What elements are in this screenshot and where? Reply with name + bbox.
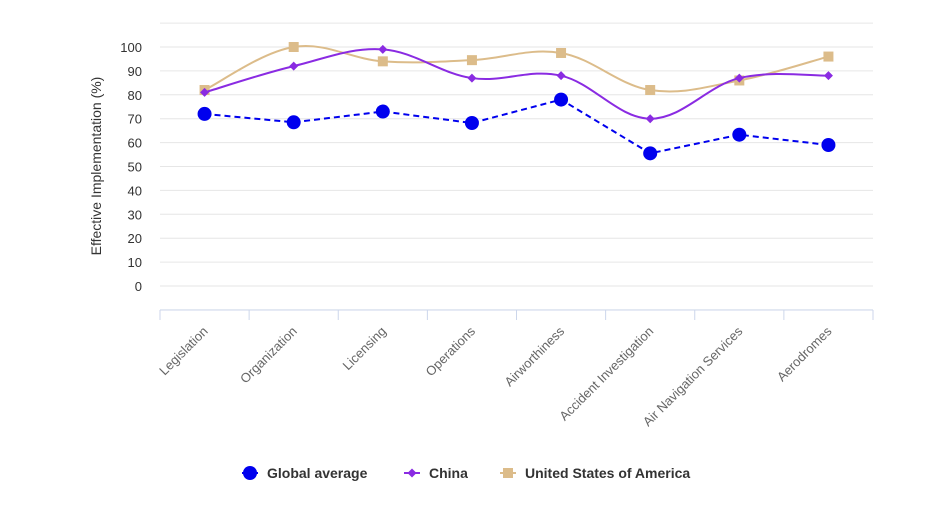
data-point[interactable] xyxy=(821,137,836,152)
data-point[interactable] xyxy=(378,44,388,54)
y-tick-label: 30 xyxy=(128,207,142,222)
legend-item[interactable]: China xyxy=(404,465,468,481)
series-group xyxy=(197,42,836,161)
data-point[interactable] xyxy=(823,71,833,81)
y-tick-label: 90 xyxy=(128,64,142,79)
series-line xyxy=(204,48,829,120)
series-global-average xyxy=(197,92,836,161)
x-tick-label: Accident Investigation xyxy=(556,324,656,424)
y-tick-label: 10 xyxy=(128,255,142,270)
x-tick-label: Aerodromes xyxy=(774,323,835,384)
data-point[interactable] xyxy=(734,73,744,83)
y-tick-label: 80 xyxy=(128,88,142,103)
series-line xyxy=(204,98,829,155)
data-point[interactable] xyxy=(288,42,299,52)
data-point[interactable] xyxy=(554,92,569,107)
y-tick-label: 60 xyxy=(128,136,142,151)
y-tick-label: 20 xyxy=(128,231,142,246)
data-point[interactable] xyxy=(466,55,477,66)
legend-label: United States of America xyxy=(525,465,690,481)
legend-label: China xyxy=(429,465,468,481)
y-tick-label: 100 xyxy=(120,40,142,55)
x-tick-label: Airworthiness xyxy=(501,323,567,389)
legend-label: Global average xyxy=(267,465,368,481)
series-china xyxy=(200,44,833,124)
y-tick-label: 0 xyxy=(135,279,142,294)
x-tick-label: Operations xyxy=(422,323,478,379)
legend-item[interactable]: United States of America xyxy=(500,465,690,481)
y-tick-label: 70 xyxy=(128,112,142,127)
x-tick-label: Licensing xyxy=(339,324,388,373)
data-point[interactable] xyxy=(732,127,747,142)
data-point[interactable] xyxy=(556,47,567,58)
y-axis-label: Effective Implementation (%) xyxy=(88,77,104,256)
data-point[interactable] xyxy=(200,87,210,97)
x-tick-label: Legislation xyxy=(156,324,211,379)
legend-marker[interactable] xyxy=(243,466,257,480)
y-axis-ticks: 0 10 20 30 40 50 60 70 80 90 100 xyxy=(120,40,142,294)
legend-item[interactable]: Global average xyxy=(242,465,368,481)
data-point[interactable] xyxy=(556,71,566,81)
data-point[interactable] xyxy=(645,85,656,96)
data-point[interactable] xyxy=(823,51,834,62)
data-point[interactable] xyxy=(467,73,477,83)
legend-marker[interactable] xyxy=(503,468,513,478)
data-point[interactable] xyxy=(464,116,479,131)
data-point[interactable] xyxy=(286,115,301,130)
legend[interactable]: Global average China United States of Amer… xyxy=(242,465,690,481)
x-tick-label: Air Navigation Services xyxy=(640,323,746,429)
data-point[interactable] xyxy=(375,104,390,119)
x-tick-label: Organization xyxy=(237,324,300,387)
data-point[interactable] xyxy=(645,114,655,124)
grid-lines xyxy=(160,22,873,311)
y-tick-label: 50 xyxy=(128,160,142,175)
legend-marker[interactable] xyxy=(407,468,417,478)
y-tick-label: 40 xyxy=(128,183,142,198)
data-point[interactable] xyxy=(643,146,658,161)
data-point[interactable] xyxy=(289,61,299,71)
data-point[interactable] xyxy=(197,106,212,121)
x-axis-ticks: Legislation Organization Licensing Operatio… xyxy=(156,323,835,429)
data-point[interactable] xyxy=(377,56,388,67)
x-axis xyxy=(159,309,874,320)
